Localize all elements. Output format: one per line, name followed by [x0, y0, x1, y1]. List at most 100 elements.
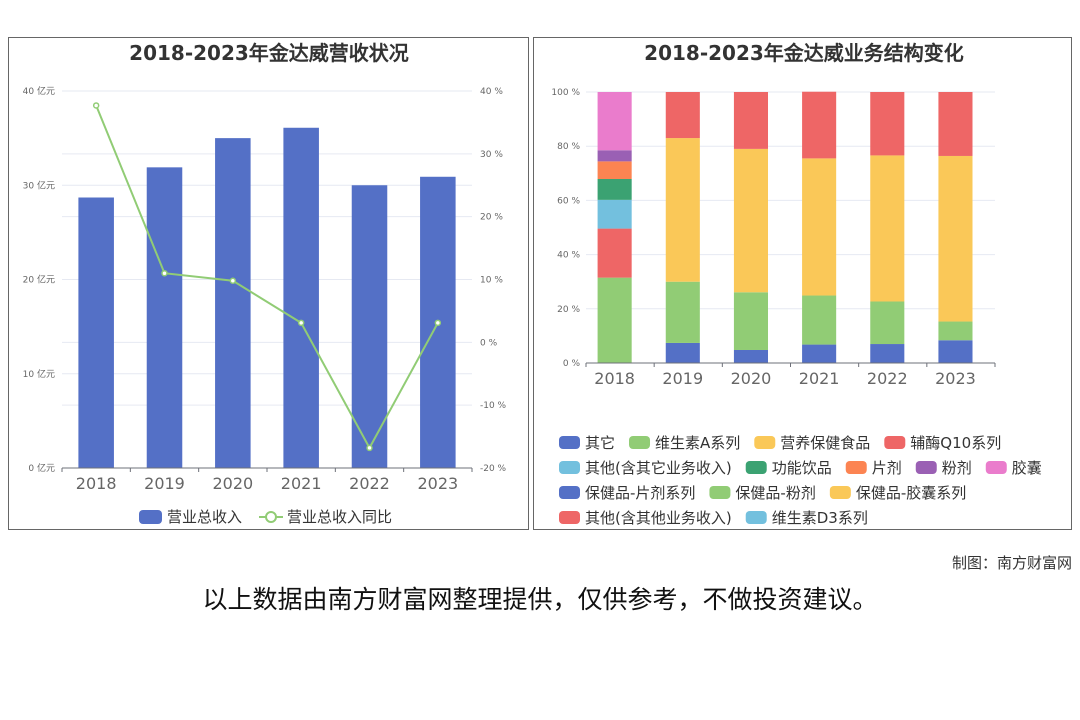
- bar-segment-2018: [597, 228, 632, 278]
- bar-segment-2023: [938, 321, 973, 341]
- legend-swatch: [884, 436, 906, 449]
- yoy-point-2020: [229, 277, 237, 285]
- legend-swatch: [845, 461, 867, 474]
- bar-segment-2022: [870, 301, 905, 345]
- bar-2021: [283, 127, 319, 468]
- bar-segment-2019: [665, 281, 700, 343]
- disclaimer: 以上数据由南方财富网整理提供，仅供参考，不做投资建议。: [202, 585, 878, 614]
- y-axis-tick: 60 %: [557, 196, 580, 206]
- legend-swatch: [559, 486, 580, 499]
- bar-segment-2023: [938, 92, 973, 156]
- x-tick-label: 2020: [731, 369, 772, 388]
- legend-swatch: [709, 486, 731, 499]
- y-axis-tick: 40 %: [557, 251, 580, 261]
- chart-credit: 制图：南方财富网: [951, 554, 1072, 572]
- bar-2022: [351, 185, 388, 468]
- legend-label: 营养保健食品: [780, 434, 870, 452]
- legend-label: 保健品-胶囊系列: [856, 484, 966, 502]
- yoy-point-2019: [161, 269, 168, 277]
- y-axis-tick: 20 %: [557, 305, 580, 315]
- bar-segment-2018: [597, 92, 632, 151]
- left-axis-tick: 20 亿元: [23, 274, 55, 286]
- x-tick-label: 2023: [417, 474, 458, 493]
- bar-segment-2023: [938, 340, 973, 363]
- bar-segment-2021: [802, 295, 837, 345]
- bar-segment-2018: [597, 277, 632, 363]
- y-axis-tick: 100 %: [551, 88, 580, 98]
- yoy-line: [95, 105, 439, 450]
- structure-chart: 2018-2023年金达威业务结构变化 0 % 20 % 40 % 60 % 80 % 10…: [551, 41, 1042, 527]
- yoy-point-2023: [434, 319, 442, 327]
- x-tick-label: 2021: [799, 369, 840, 388]
- legend-swatch: [745, 511, 767, 524]
- yoy-point-2021: [297, 319, 305, 327]
- revenue-chart-panel: 2018-2023年金达威营收状况 -20 % -10 % 0 % 10 % 20 % 30…: [8, 37, 529, 530]
- bar-segment-2022: [870, 92, 905, 156]
- right-axis-tick: -20 %: [480, 464, 507, 474]
- right-axis-tick: 0 %: [480, 338, 498, 348]
- bar-2020: [215, 138, 251, 468]
- revenue-chart: 2018-2023年金达威营收状况 -20 % -10 % 0 % 10 % 20 % 30…: [23, 41, 507, 526]
- right-axis-tick: 20 %: [480, 213, 503, 223]
- x-tick-label: 2020: [212, 474, 253, 493]
- legend-swatch: [829, 486, 851, 499]
- left-axis-tick: 10 亿元: [23, 368, 55, 380]
- legend-label: 其他(含其它业务收入): [585, 459, 732, 477]
- right-axis-tick: -10 %: [480, 401, 507, 411]
- bar-segment-2020: [733, 292, 769, 350]
- legend-label: 保健品-粉剂: [735, 484, 815, 502]
- bar-segment-2021: [802, 91, 837, 159]
- legend-label: 辅酶Q10系列: [910, 434, 1001, 452]
- legend-swatch: [754, 436, 776, 449]
- bar-segment-2018: [597, 199, 632, 229]
- bar-segment-2020: [733, 349, 769, 363]
- structure-chart-panel: 2018-2023年金达威业务结构变化 0 % 20 % 40 % 60 % 80 % 10…: [533, 37, 1072, 530]
- left-axis-tick: 30 亿元: [23, 179, 55, 191]
- bar-segment-2020: [733, 148, 769, 293]
- chart-title: 2018-2023年金达威业务结构变化: [644, 41, 964, 65]
- x-tick-label: 2023: [935, 369, 976, 388]
- right-axis-tick: 10 %: [480, 276, 503, 286]
- legend-label: 粉剂: [942, 459, 972, 477]
- legend-label: 片剂: [872, 459, 902, 477]
- bar-segment-2022: [870, 155, 905, 302]
- bar-segment-2021: [802, 344, 837, 363]
- right-axis-tick: 30 %: [480, 150, 503, 160]
- x-tick-label: 2019: [662, 369, 703, 388]
- chart-title: 2018-2023年金达威营收状况: [129, 41, 409, 65]
- bar-segment-2021: [802, 158, 837, 296]
- bar-segment-2018: [597, 161, 632, 179]
- legend-label: 功能饮品: [772, 459, 832, 477]
- x-tick-label: 2019: [144, 474, 185, 493]
- legend-swatch-yoy-marker: [265, 511, 277, 523]
- yoy-point-2022: [366, 444, 373, 452]
- bar-segment-2022: [870, 344, 905, 363]
- bar-segment-2019: [665, 138, 700, 282]
- y-axis-tick: 80 %: [557, 142, 580, 152]
- legend-label: 胶囊: [1012, 459, 1042, 477]
- x-tick-label: 2022: [867, 369, 908, 388]
- bar-2018: [78, 197, 114, 468]
- legend-swatch: [629, 436, 651, 449]
- legend-swatch: [985, 461, 1007, 474]
- bar-segment-2020: [733, 92, 769, 149]
- legend-swatch: [559, 436, 580, 449]
- x-tick-label: 2018: [594, 369, 635, 388]
- bar-segment-2018: [597, 150, 632, 162]
- legend-label: 其他(含其他业务收入): [585, 509, 732, 527]
- bar-2019: [146, 167, 183, 468]
- legend-label: 保健品-片剂系列: [585, 484, 695, 502]
- legend-swatch: [559, 511, 580, 524]
- bar-segment-2023: [938, 155, 973, 322]
- legend-label: 营业总收入: [167, 508, 242, 526]
- legend-label: 营业总收入同比: [287, 508, 392, 526]
- x-tick-label: 2022: [349, 474, 390, 493]
- yoy-point-2018: [92, 102, 100, 109]
- left-axis-tick: 40 亿元: [23, 85, 55, 97]
- y-axis-tick: 0 %: [563, 359, 581, 369]
- legend-label: 其它: [585, 434, 615, 452]
- x-tick-label: 2018: [76, 474, 117, 493]
- legend-swatch-revenue: [139, 510, 162, 524]
- legend-swatch: [559, 461, 580, 474]
- left-axis-tick: 0 亿元: [28, 462, 55, 474]
